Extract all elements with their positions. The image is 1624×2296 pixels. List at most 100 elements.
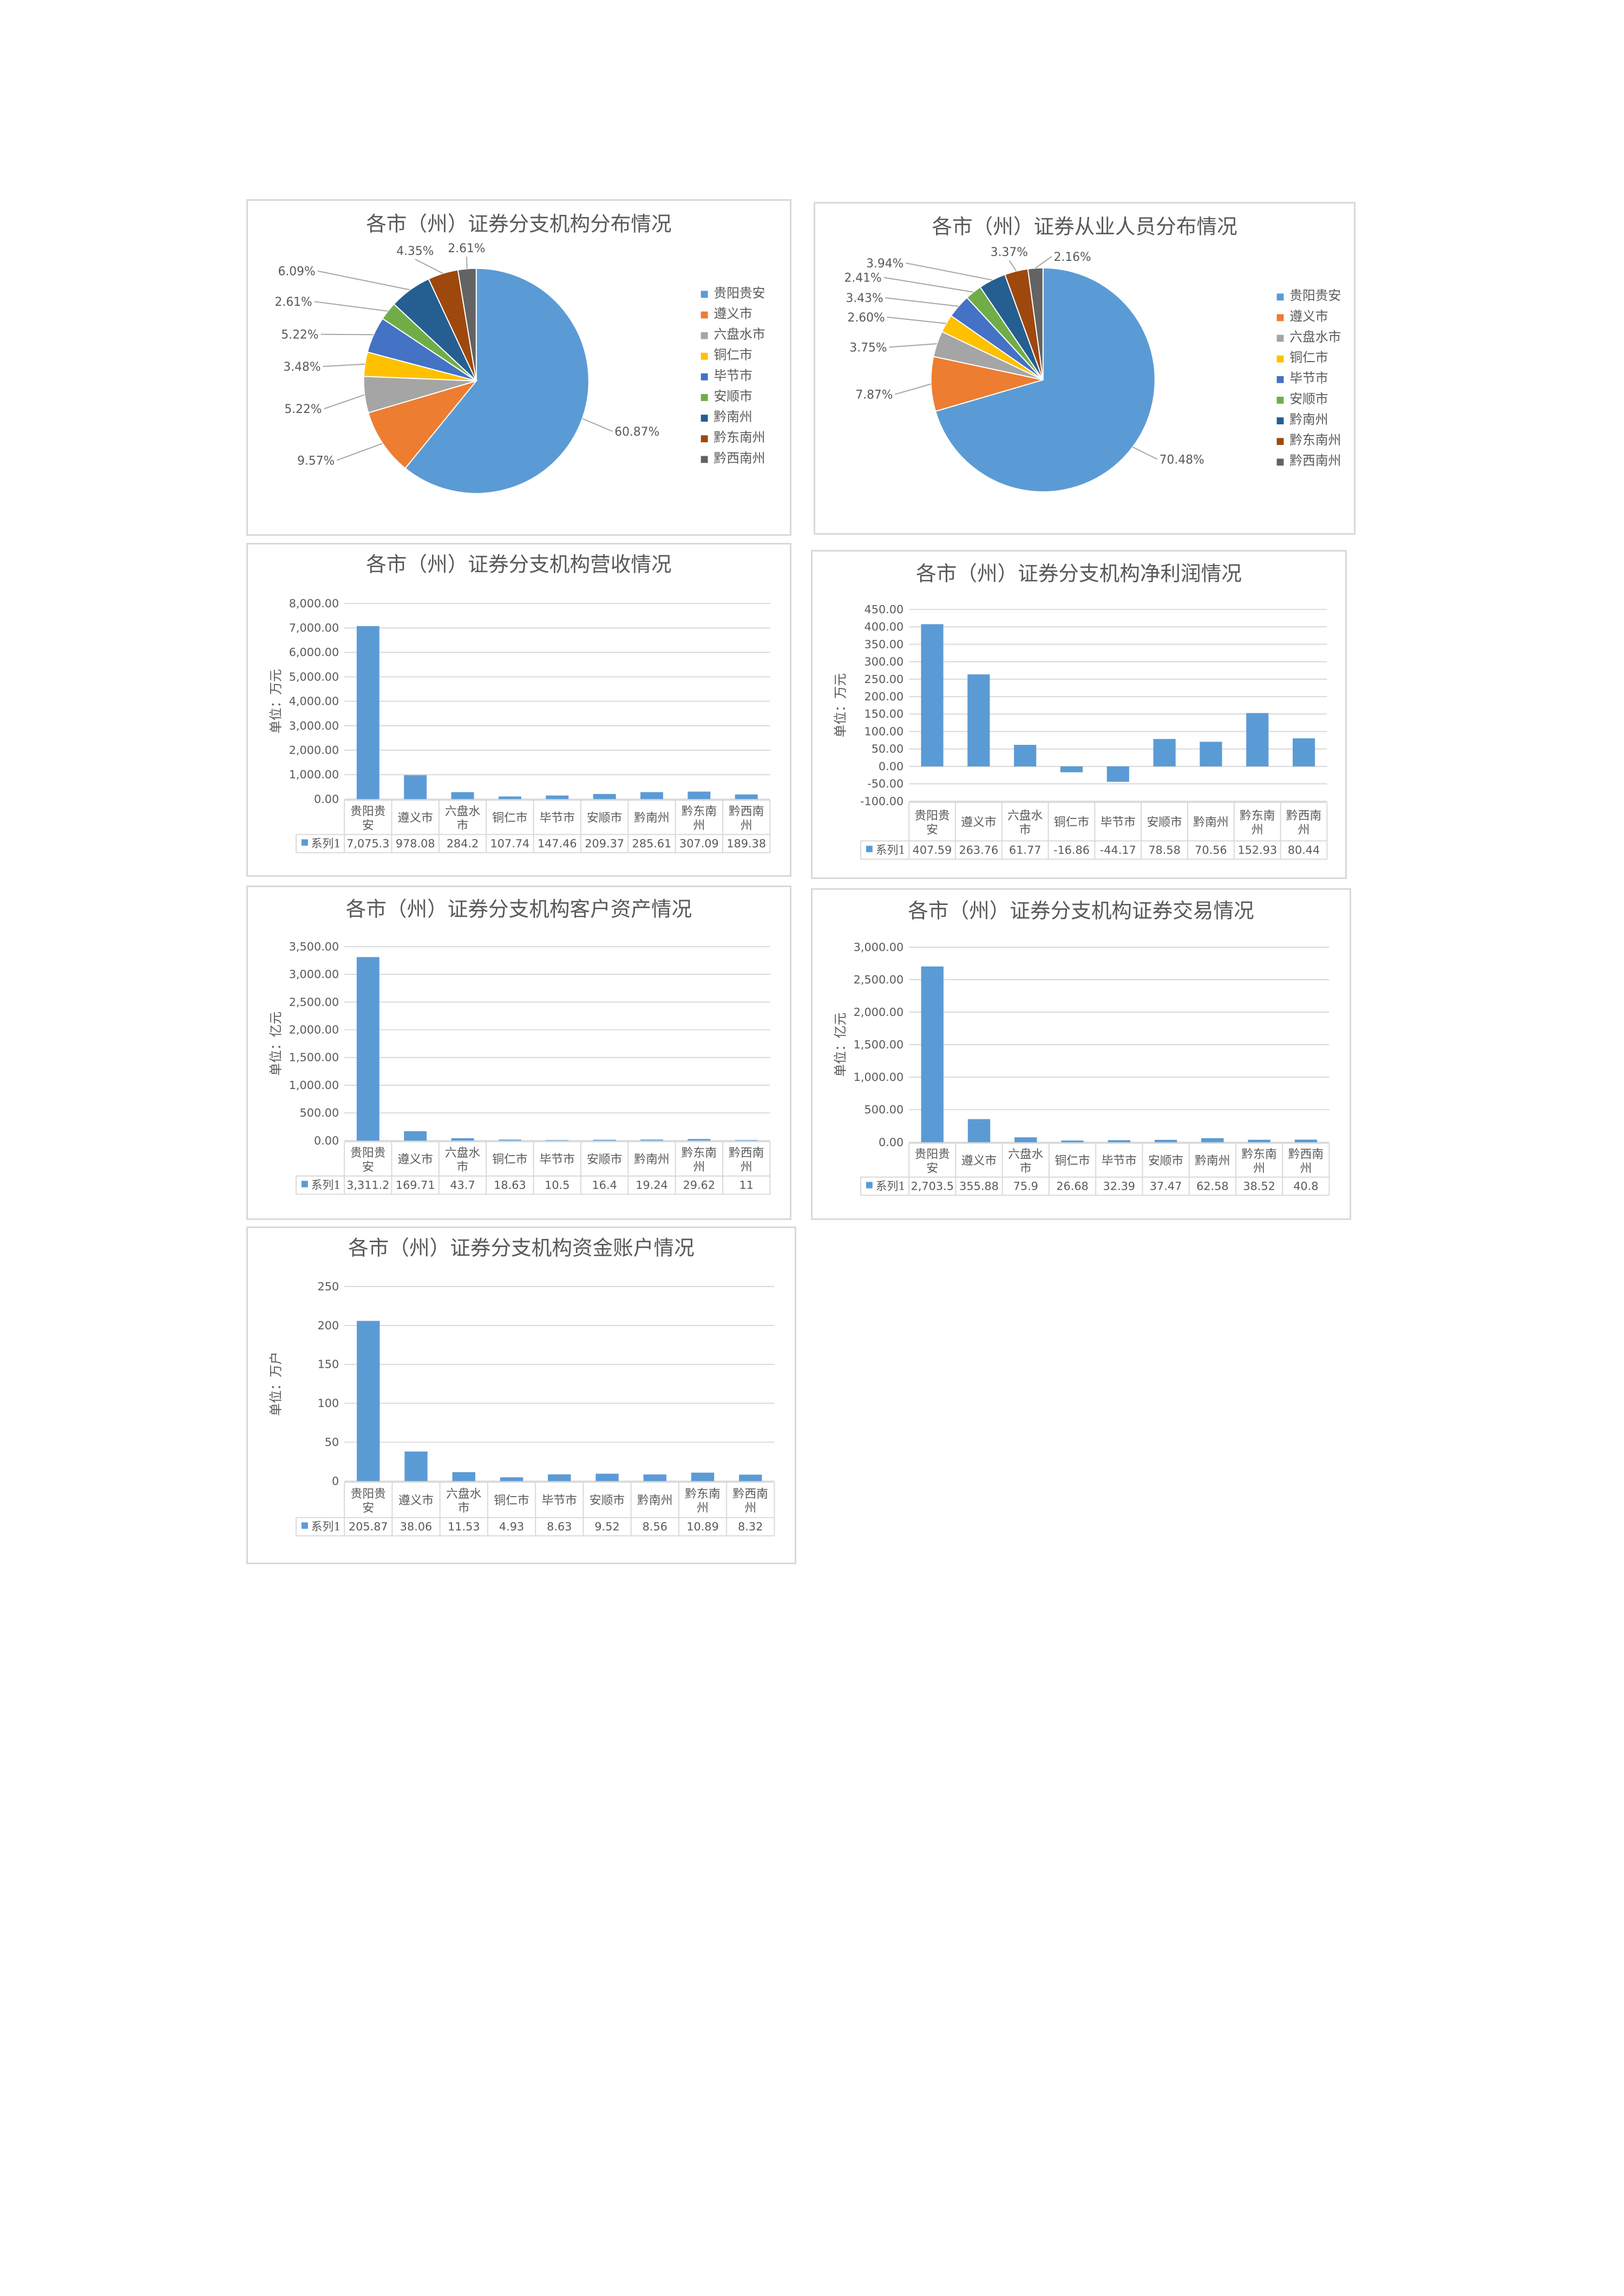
data-table-value: 37.47 [1150, 1180, 1182, 1193]
y-tick-label: 200 [318, 1319, 339, 1332]
legend-entry: 六盘水市 [1289, 329, 1341, 344]
data-table-value: 80.44 [1288, 843, 1320, 856]
legend-series-name: 系列1 [311, 1520, 341, 1533]
data-table-value: 169.71 [396, 1179, 435, 1192]
chart-title: 各市（州）证券分支机构证券交易情况 [908, 898, 1254, 922]
y-tick-label: 4,000.00 [289, 695, 339, 708]
y-tick-label: 3,000.00 [289, 719, 339, 732]
x-category-label: 黔西南 [729, 1146, 764, 1160]
bar [404, 775, 427, 799]
data-table-value: 62.58 [1196, 1180, 1229, 1193]
data-table-value: 16.4 [592, 1179, 617, 1192]
data-table-value: 4.93 [499, 1520, 524, 1533]
x-category-label: 黔西南 [1288, 1148, 1324, 1162]
leader-line [324, 394, 365, 410]
data-table-value: 209.37 [585, 837, 624, 850]
bar [498, 1139, 521, 1141]
data-table-value: 18.63 [494, 1179, 526, 1192]
data-label: 2.61% [275, 296, 312, 309]
data-label: 4.35% [396, 245, 434, 258]
leader-line [320, 333, 374, 336]
chart-title: 各市（州）证券分支机构资金账户情况 [348, 1236, 695, 1260]
leader-line [883, 277, 974, 293]
bar [640, 792, 664, 799]
data-table-value: 78.58 [1148, 843, 1181, 856]
x-category-label: 黔西南 [729, 805, 764, 818]
legend-entry: 贵阳贵安 [713, 285, 765, 300]
x-category-label: 黔西南 [1286, 809, 1321, 823]
data-table-value: 7,075.3 [346, 837, 389, 850]
data-table-value: 40.8 [1293, 1180, 1318, 1193]
bar [593, 1139, 616, 1141]
x-category-label: 州 [744, 1501, 756, 1515]
legend-entry: 遵义市 [713, 306, 752, 321]
bar [1061, 1140, 1084, 1143]
legend-entry: 遵义市 [1289, 309, 1328, 324]
legend-swatch [1276, 376, 1284, 383]
legend-swatch [700, 435, 708, 443]
y-tick-label: 1,000.00 [289, 768, 339, 781]
y-axis-label: 单位：亿元 [833, 1013, 848, 1077]
data-table-value: 8.56 [643, 1520, 667, 1533]
bar [452, 1472, 475, 1481]
x-category-label: 贵阳贵 [350, 805, 385, 818]
legend-swatch [1276, 417, 1284, 424]
data-table-value: 355.88 [959, 1180, 999, 1193]
x-category-label: 毕节市 [1101, 816, 1136, 829]
leader-line [336, 443, 383, 461]
y-axis-label: 单位：万元 [268, 669, 283, 733]
y-tick-label: 3,000.00 [854, 941, 904, 954]
bar [1248, 1139, 1271, 1143]
x-category-label: 毕节市 [1102, 1154, 1137, 1167]
y-tick-label: 150 [318, 1358, 339, 1371]
leader-line [895, 383, 932, 395]
legend-swatch [700, 352, 708, 360]
bar [1154, 1139, 1177, 1143]
leader-line [885, 297, 959, 307]
bar-chart-revenue: 各市（州）证券分支机构营收情况 0.00 1,000.00 2,000.00 3,000… [246, 543, 791, 877]
bar [546, 795, 569, 799]
bar [1108, 1140, 1131, 1143]
data-table-value: 26.68 [1056, 1180, 1089, 1193]
bar-chart-securities-trading-svg: 各市（州）证券分支机构证券交易情况 0.00 500.00 1,000.00 1,500… [833, 898, 1330, 1196]
data-table-value: 29.62 [683, 1179, 716, 1192]
legend-swatch [700, 415, 708, 422]
chart-title: 各市（州）证券从业人员分布情况 [932, 214, 1237, 238]
data-table-value: 70.56 [1195, 843, 1227, 856]
bar-chart-net-profit: 各市（州）证券分支机构净利润情况 -100.00 -50.00 0.00 50.00 10… [811, 550, 1347, 879]
chart-title: 各市（州）证券分支机构分布情况 [366, 212, 671, 235]
x-category-label: 铜仁市 [1055, 1154, 1090, 1167]
x-category-label: 州 [1252, 823, 1263, 837]
legend-swatch [1276, 438, 1284, 445]
bar [356, 626, 379, 799]
legend-entry: 铜仁市 [1289, 350, 1328, 365]
y-tick-label: 50.00 [872, 743, 904, 756]
bar [593, 793, 616, 799]
y-tick-label: 3,000.00 [289, 968, 339, 981]
bar [357, 1321, 380, 1481]
bar [404, 1451, 428, 1481]
bar [1246, 713, 1269, 766]
bar [500, 1477, 523, 1481]
legend-swatch [301, 839, 308, 846]
legend-swatch [700, 311, 708, 319]
pie-slice [457, 267, 477, 381]
data-table-value: 3,311.2 [346, 1179, 389, 1192]
bar [640, 1139, 664, 1141]
legend-entry: 黔西南州 [1289, 453, 1341, 468]
x-category-label: 黔东南 [682, 1146, 717, 1160]
y-tick-label: -50.00 [867, 777, 903, 790]
leader-line [415, 259, 443, 274]
bar [691, 1472, 715, 1481]
bar-chart-client-assets-svg: 各市（州）证券分支机构客户资产情况 0.00 500.00 1,000.00 1,500… [268, 897, 771, 1195]
data-table-value: 284.2 [447, 837, 479, 850]
x-category-label: 六盘水 [1007, 809, 1043, 823]
x-category-label: 安 [362, 819, 374, 832]
data-label: 60.87% [614, 425, 659, 439]
y-tick-label: 6,000.00 [289, 646, 339, 659]
data-table-value: 10.5 [545, 1179, 569, 1192]
chart-title: 各市（州）证券分支机构客户资产情况 [346, 897, 692, 921]
x-category-label: 黔南州 [637, 1494, 672, 1507]
y-tick-label: 3,500.00 [289, 940, 339, 953]
leader-line [889, 343, 937, 348]
